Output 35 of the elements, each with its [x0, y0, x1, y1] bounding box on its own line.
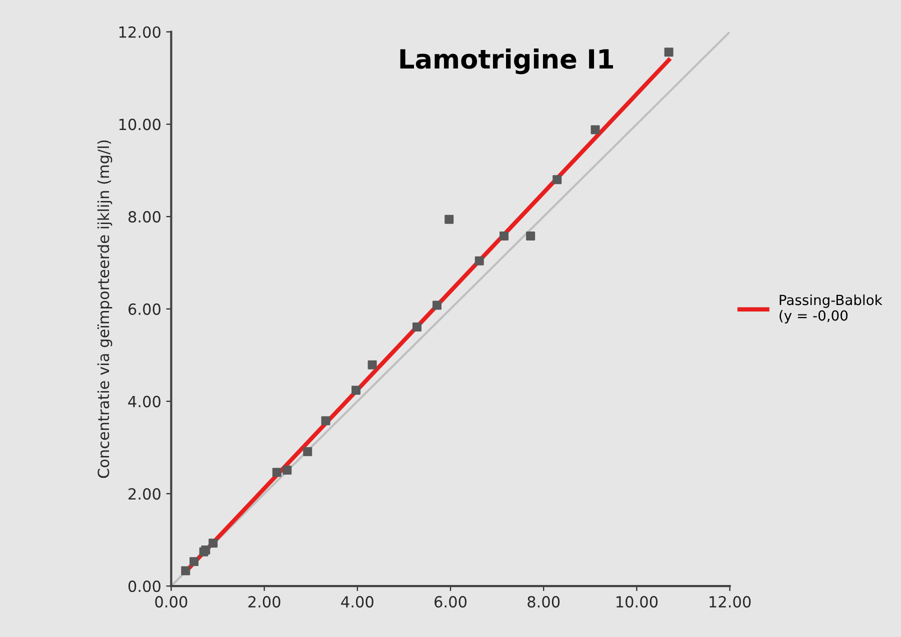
point	[181, 566, 190, 576]
point	[282, 466, 292, 475]
x-tick-label: 2.00	[248, 596, 280, 608]
point	[368, 360, 377, 370]
point	[552, 175, 562, 184]
point	[412, 322, 422, 332]
point	[272, 468, 282, 477]
y-tick-label: 10.00	[119, 118, 160, 130]
x-tick-label: 8.00	[528, 596, 560, 608]
y-axis-title: Concentratie via geïmporteerde ijklijn (mg/l)	[97, 140, 112, 478]
x-tick-label: 0.00	[155, 596, 188, 608]
y-tick-label: 2.00	[128, 488, 160, 500]
y-tick-label: 0.00	[128, 580, 160, 592]
y-tick-label: 8.00	[128, 211, 160, 223]
x-tick-label: 6.00	[434, 596, 466, 608]
point	[664, 48, 674, 57]
point	[303, 447, 312, 456]
point	[352, 386, 360, 395]
point	[590, 125, 600, 134]
point	[432, 300, 442, 310]
y-tick-label: 6.00	[128, 303, 160, 315]
point	[526, 231, 536, 240]
y-tick-label: 12.00	[119, 26, 160, 38]
point	[208, 538, 218, 548]
x-tick-label: 10.00	[616, 596, 658, 608]
legend-label: Passing-Bablok (y = -0,00	[780, 294, 882, 324]
text: Lamotrigine I1	[400, 48, 614, 74]
x-tick-label: 4.00	[341, 596, 374, 608]
point	[190, 557, 198, 566]
point	[474, 256, 484, 266]
x-tick-label: 12.00	[710, 596, 751, 608]
y-tick-label: 4.00	[128, 396, 160, 408]
point	[444, 214, 454, 224]
point	[500, 231, 509, 240]
point	[321, 416, 330, 426]
